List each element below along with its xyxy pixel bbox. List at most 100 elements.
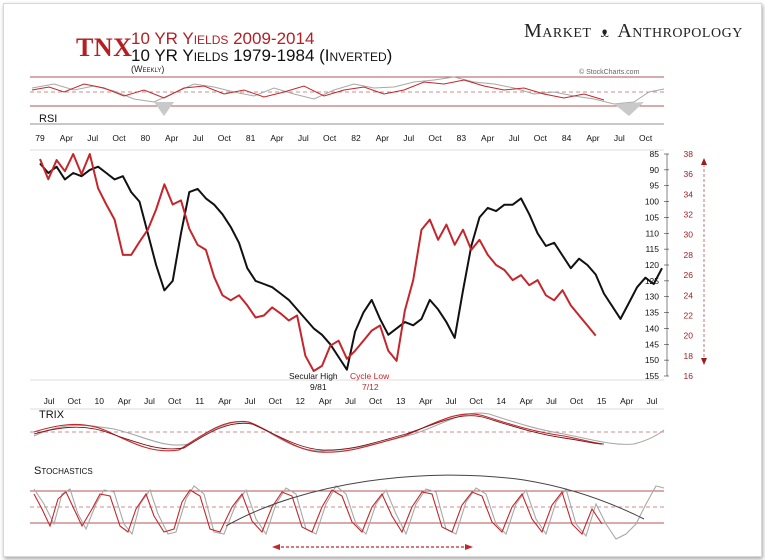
trix-red-line [33,413,605,453]
bottom-axis-tick-label: Oct [168,396,182,406]
top-axis-tick-label: Apr [376,133,389,143]
top-axis-tick-label: 83 [457,133,467,143]
annotation-cycle-low: Cycle Low [350,371,390,381]
left-axis-tick-label: 95 [650,181,660,191]
bottom-axis-tick-label: Apr [319,396,332,406]
ticker-label: TNX [76,33,133,62]
bottom-axis-tick-label: 10 [95,396,105,406]
chart-frame: TNX 10 YR Yields 2009-2014 10 YR Yields … [3,3,762,557]
right-axis-arrow-down [701,358,707,365]
top-axis-tick-label: Apr [165,133,178,143]
brand-text: Market [524,20,592,42]
left-axis-tick-label: 135 [645,308,659,318]
top-axis-tick-label: Jul [87,133,98,143]
brand-text-right: Anthropology [617,20,743,42]
bottom-axis-tick-label: 11 [195,396,204,406]
right-axis-tick-label: 24 [684,290,694,300]
title-black: 10 YR Yields 1979-1984 (Inverted) [131,46,393,65]
bottom-axis: Jul Oct 10 Apr Jul Oct 11 Apr Jul Oct 12 Apr Jul Oct 1… [44,396,658,406]
trix-panel [30,408,665,453]
stochastics-label: Stochastics [34,465,93,477]
rsi-label: RSI [39,113,57,125]
top-axis: 79 Apr Jul Oct 80 Apr Jul Oct 81 Apr Jul Oct 82 Apr Ju… [35,133,653,143]
bottom-axis-tick-label: Apr [520,396,533,406]
left-axis-ticks: 85 90 95 100 105 110 115 120 125 130 135 140 145 150 1… [645,149,669,381]
bottom-axis-tick-label: Oct [68,396,82,406]
top-axis-tick-label: Jul [193,133,204,143]
chart-svg: RSI 79 Apr Jul Oct 80 Apr Jul Oct 81 Apr Jul Oct 82 A… [30,76,707,550]
right-axis-ticks: 38 36 34 32 30 28 26 24 22 20 18 16 [684,149,694,381]
bottom-axis-tick-label: Jul [345,396,356,406]
right-axis-tick-label: 16 [684,371,694,381]
stoch-arc [225,474,645,527]
left-axis-tick-label: 120 [645,260,659,270]
stochastics-panel [30,474,665,550]
left-axis-tick-label: 125 [645,276,659,286]
top-axis-tick-label: Jul [298,133,309,143]
right-axis-tick-label: 18 [684,351,694,361]
annotation-secular-high: Secular High [289,371,338,381]
left-axis-tick-label: 140 [645,323,659,333]
stoch-range-arrow-left [272,544,280,550]
right-axis-tick-label: 22 [684,310,694,320]
series-line-1979-1984 [39,162,663,371]
right-axis-tick-label: 20 [684,331,694,341]
right-axis-tick-label: 32 [684,210,694,220]
trix-grey-line [33,412,665,452]
top-axis-tick-label: Oct [323,133,337,143]
bottom-axis-tick-label: Oct [268,396,282,406]
top-axis-tick-label: Oct [218,133,232,143]
bottom-axis-tick-label: Apr [620,396,633,406]
annotation-cycle-low-date: 7/12 [362,382,379,392]
top-axis-tick-label: Apr [60,133,73,143]
rsi-grey-line [31,76,665,105]
stoch-grey-line [33,485,665,540]
bottom-axis-tick-label: Apr [218,396,231,406]
left-axis-tick-label: 105 [645,212,659,222]
top-axis-tick-label: Apr [270,133,283,143]
left-axis-tick-label: 110 [645,228,659,238]
stoch-range-arrow-right [465,544,473,550]
bottom-axis-tick-label: Jul [44,396,55,406]
bottom-axis-tick-label: Oct [469,396,483,406]
credit: © StockCharts.com [579,69,640,76]
right-axis-tick-label: 38 [684,149,694,159]
right-axis-tick-label: 26 [684,270,694,280]
right-axis-tick-label: 34 [684,189,694,199]
brand-logo: Market ᴥ Anthropology [524,20,743,43]
stoch-red-line [33,489,603,535]
dna-icon: ᴥ [600,24,610,41]
top-axis-tick-label: Apr [586,133,599,143]
top-axis-tick-label: 80 [141,133,151,143]
top-axis-tick-label: Apr [481,133,494,143]
bottom-axis-tick-label: Oct [570,396,584,406]
bottom-axis-tick-label: Jul [144,396,155,406]
bottom-axis-tick-label: Jul [546,396,557,406]
main-panel [30,149,707,381]
left-axis-tick-label: 115 [645,244,659,254]
left-axis-tick-label: 130 [645,292,659,302]
bottom-axis-tick-label: 12 [295,396,305,406]
left-axis-tick-label: 150 [645,355,659,365]
bottom-axis-tick-label: 14 [496,396,506,406]
right-axis-tick-label: 28 [684,250,694,260]
trix-label: TRIX [39,409,65,421]
subtitle: (Weekly) [131,64,165,74]
rsi-panel [30,76,665,125]
left-axis-tick-label: 100 [645,197,659,207]
trix-dark-line [33,415,603,451]
bottom-axis-tick-label: Oct [369,396,383,406]
bottom-axis-tick-label: Jul [646,396,657,406]
rsi-red-line [31,79,605,101]
right-axis-tick-label: 36 [684,169,694,179]
title-red: 10 YR Yields 2009-2014 [131,29,315,48]
top-axis-tick-label: Jul [509,133,520,143]
series-line-2009-2014 [39,153,597,372]
top-axis-tick-label: Jul [403,133,414,143]
left-axis-tick-label: 145 [645,339,659,349]
left-axis-tick-label: 90 [650,165,660,175]
top-axis-tick-label: 84 [562,133,572,143]
bottom-axis-tick-label: 13 [396,396,406,406]
bottom-axis-tick-label: Jul [245,396,256,406]
top-axis-tick-label: Oct [428,133,442,143]
